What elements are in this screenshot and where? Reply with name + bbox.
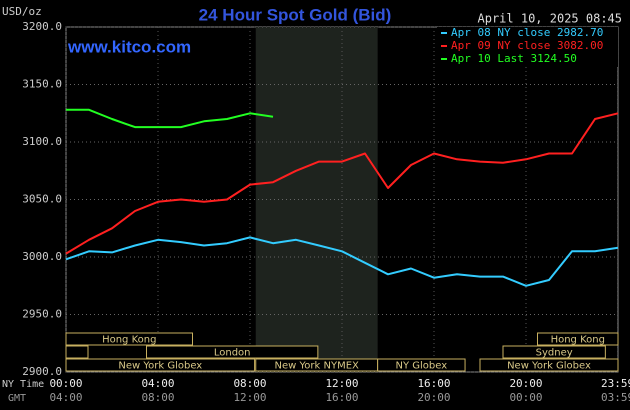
legend-box bbox=[437, 27, 618, 67]
x2-row-label: GMT bbox=[8, 393, 26, 404]
x-tick-label: 16:00 bbox=[417, 377, 450, 390]
session-label: New York NYMEX bbox=[275, 361, 360, 372]
x2-tick-label: 16:00 bbox=[325, 391, 358, 404]
session-shade bbox=[255, 27, 378, 372]
x-tick-label: 12:00 bbox=[325, 377, 358, 390]
session-box bbox=[65, 345, 89, 359]
y-tick-label: 3000.0 bbox=[22, 250, 62, 263]
series-line bbox=[65, 112, 619, 255]
session-label: Hong Kong bbox=[102, 335, 156, 346]
x-row-label: NY Time bbox=[2, 379, 44, 390]
chart-title: 24 Hour Spot Gold (Bid) bbox=[199, 5, 392, 24]
session-box bbox=[146, 345, 319, 359]
timestamp: April 10, 2025 08:45 bbox=[478, 12, 623, 26]
x-tick-label: 04:00 bbox=[141, 377, 174, 390]
x-tick-label: 23:59 bbox=[601, 377, 630, 390]
unit-label: USD/oz bbox=[2, 5, 42, 18]
x-tick-label: 08:00 bbox=[233, 377, 266, 390]
x-tick-label: 00:00 bbox=[49, 377, 82, 390]
legend-label: Apr 09 NY close 3082.00 bbox=[451, 39, 603, 52]
session-box bbox=[502, 345, 606, 359]
session-box bbox=[65, 332, 193, 346]
series-line bbox=[66, 108, 274, 129]
y-tick-label: 2900.0 bbox=[22, 365, 62, 378]
session-label: New York Globex bbox=[118, 361, 202, 372]
y-tick-label: 3050.0 bbox=[22, 193, 62, 206]
watermark: www.kitco.com bbox=[67, 37, 191, 56]
y-tick-label: 3150.0 bbox=[22, 78, 62, 91]
x2-tick-label: 00:00 bbox=[509, 391, 542, 404]
y-tick-label: 3200.0 bbox=[22, 20, 62, 33]
y-tick-label: 3100.0 bbox=[22, 135, 62, 148]
session-box bbox=[377, 358, 466, 372]
x2-tick-label: 12:00 bbox=[233, 391, 266, 404]
session-box bbox=[479, 358, 619, 372]
x2-tick-label: 04:00 bbox=[49, 391, 82, 404]
session-label: Sydney bbox=[536, 348, 573, 359]
session-label: Hong Kong bbox=[551, 335, 605, 346]
series-line bbox=[65, 236, 619, 287]
legend-label: Apr 10 Last 3124.50 bbox=[451, 52, 577, 65]
session-label: NY Globex bbox=[396, 361, 448, 372]
legend-label: Apr 08 NY close 2982.70 bbox=[451, 26, 603, 39]
session-label: New York Globex bbox=[507, 361, 591, 372]
x-tick-label: 20:00 bbox=[509, 377, 542, 390]
y-tick-label: 2950.0 bbox=[22, 308, 62, 321]
x2-tick-label: 08:00 bbox=[141, 391, 174, 404]
x2-tick-label: 03:59 bbox=[601, 391, 630, 404]
session-box bbox=[537, 332, 619, 346]
session-box bbox=[65, 358, 256, 372]
x2-tick-label: 20:00 bbox=[417, 391, 450, 404]
session-label: London bbox=[214, 348, 251, 359]
